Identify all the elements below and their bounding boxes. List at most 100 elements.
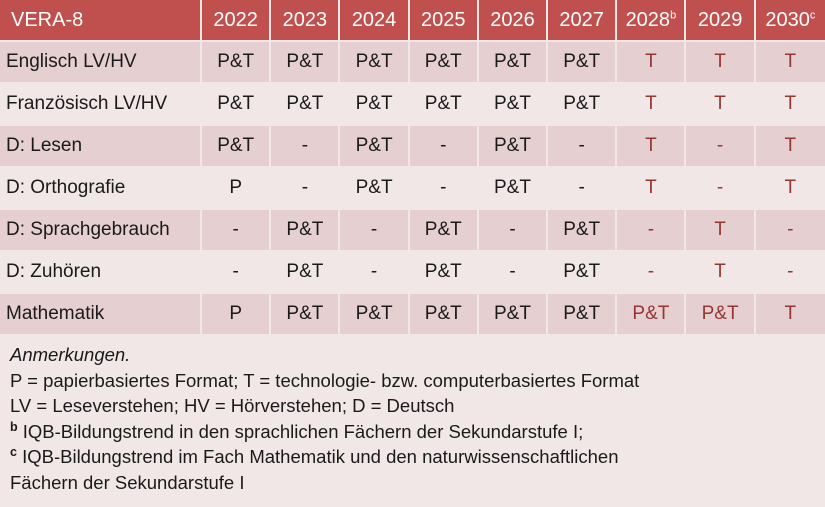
header-year-label: 2022 — [213, 9, 258, 31]
cell-value: P&T — [340, 126, 410, 168]
cell-value: P — [202, 168, 272, 210]
cell-value: T — [755, 126, 825, 168]
cell-value: P&T — [271, 84, 341, 126]
cell-value: P&T — [478, 84, 549, 126]
cell-value: P&T — [409, 42, 479, 84]
header-year-2026: 2026 — [478, 0, 549, 42]
cell-value: - — [686, 168, 756, 210]
row-label: D: Zuhören — [0, 252, 203, 294]
header-year-label: 2028 — [625, 9, 671, 31]
header-year-2022: 2022 — [202, 0, 272, 42]
notes-footnote-c-continued: Fächern der Sekundarstufe I — [10, 471, 245, 493]
cell-value: - — [340, 210, 410, 252]
cell-value: P&T — [478, 168, 549, 210]
cell-value: T — [755, 42, 825, 84]
notes-footnote-b: b IQB-Bildungstrend in den sprachlichen … — [10, 419, 815, 445]
notes-line-abbreviations: LV = Leseverstehen; HV = Hörverstehen; D… — [10, 395, 455, 416]
table-notes: Anmerkungen. P = papierbasiertes Format;… — [0, 336, 825, 503]
cell-value: - — [409, 126, 479, 168]
cell-value: T — [755, 168, 825, 210]
header-year-label: 2027 — [559, 9, 604, 31]
header-year-label: 2023 — [282, 9, 328, 31]
cell-value: P&T — [409, 84, 479, 126]
header-year-label: 2030 — [765, 9, 810, 31]
cell-value: P&T — [340, 294, 410, 336]
row-label: Französisch LV/HV — [0, 84, 203, 126]
cell-value: - — [755, 210, 825, 252]
cell-value: - — [617, 210, 687, 252]
cell-value: P&T — [409, 252, 479, 294]
cell-value: P&T — [271, 42, 341, 84]
header-year-2029: 2029 — [686, 0, 756, 42]
cell-value: T — [755, 294, 825, 336]
notes-title-line: Anmerkungen. — [10, 342, 815, 368]
row-label: D: Lesen — [0, 126, 203, 168]
table-row: Englisch LV/HV P&T P&T P&T P&T P&T P&T T T T — [0, 42, 825, 84]
cell-value: P&T — [548, 84, 618, 126]
cell-value: T — [617, 84, 687, 126]
cell-value: P&T — [478, 42, 549, 84]
cell-value: - — [548, 168, 618, 210]
cell-value: P&T — [340, 42, 410, 84]
header-year-2028: 2028b — [617, 0, 687, 42]
cell-value: T — [686, 210, 756, 252]
cell-value: P&T — [548, 294, 618, 336]
header-year-2023: 2023 — [271, 0, 341, 42]
cell-value: T — [617, 168, 687, 210]
cell-value: P&T — [202, 42, 272, 84]
notes-footnote-c: c IQB-Bildungstrend im Fach Mathematik u… — [10, 444, 815, 470]
cell-value: P&T — [202, 84, 272, 126]
cell-value: - — [548, 126, 618, 168]
cell-value: P — [202, 294, 272, 336]
cell-value: T — [686, 84, 756, 126]
table-header: VERA-8 2022 2023 2024 2025 2026 2027 2028b 2029… — [0, 0, 825, 42]
cell-value: - — [409, 168, 479, 210]
cell-value: P&T — [271, 252, 341, 294]
header-year-footnote-marker: b — [670, 9, 677, 22]
header-year-label: 2025 — [421, 9, 466, 31]
header-year-footnote-marker: c — [809, 9, 816, 22]
cell-value: T — [686, 42, 756, 84]
notes-line-formats: P = papierbasiertes Format; T = technolo… — [10, 369, 640, 391]
row-label: D: Sprachgebrauch — [0, 210, 203, 252]
row-label: Mathematik — [0, 294, 203, 336]
cell-value: - — [478, 252, 549, 294]
row-label: D: Orthografie — [0, 168, 203, 210]
cell-value: T — [686, 252, 756, 294]
footnote-text-b: IQB-Bildungstrend in den sprachlichen Fä… — [17, 420, 584, 442]
cell-value: T — [755, 84, 825, 126]
header-corner-label: VERA-8 — [0, 0, 203, 42]
row-label: Englisch LV/HV — [0, 42, 203, 84]
cell-value: P&T — [548, 252, 618, 294]
cell-value: - — [755, 252, 825, 294]
cell-value: P&T — [409, 210, 479, 252]
cell-value: - — [340, 252, 410, 294]
cell-value: - — [202, 252, 272, 294]
cell-value: P&T — [409, 294, 479, 336]
cell-value: T — [617, 42, 687, 84]
cell-value: - — [271, 126, 341, 168]
table-row: D: Lesen P&T - P&T - P&T - T - T — [0, 126, 825, 168]
table-row: D: Orthografie P - P&T - P&T - T - T — [0, 168, 825, 210]
cell-value: P&T — [548, 210, 618, 252]
footnote-text-c: IQB-Bildungstrend im Fach Mathematik und… — [16, 446, 619, 467]
cell-value: P&T — [340, 168, 410, 210]
table-row: D: Zuhören - P&T - P&T - P&T - T - — [0, 252, 825, 294]
header-year-label: 2024 — [351, 9, 397, 31]
cell-value: - — [686, 126, 756, 168]
cell-value: P&T — [548, 42, 618, 84]
table-row: D: Sprachgebrauch - P&T - P&T - P&T - T - — [0, 210, 825, 252]
footnote-marker-c: c — [10, 444, 17, 459]
vera8-schedule-table: VERA-8 2022 2023 2024 2025 2026 2027 2028b 2029… — [0, 0, 825, 336]
cell-value: - — [478, 210, 549, 252]
header-year-2027: 2027 — [548, 0, 618, 42]
cell-value: P&T — [202, 126, 272, 168]
table-row: Französisch LV/HV P&T P&T P&T P&T P&T P&T T T T — [0, 84, 825, 126]
cell-value: P&T — [340, 84, 410, 126]
cell-value: P&T — [617, 294, 687, 336]
cell-value: P&T — [271, 294, 341, 336]
header-year-2030: 2030c — [755, 0, 825, 42]
cell-value: T — [617, 126, 687, 168]
cell-value: - — [271, 168, 341, 210]
